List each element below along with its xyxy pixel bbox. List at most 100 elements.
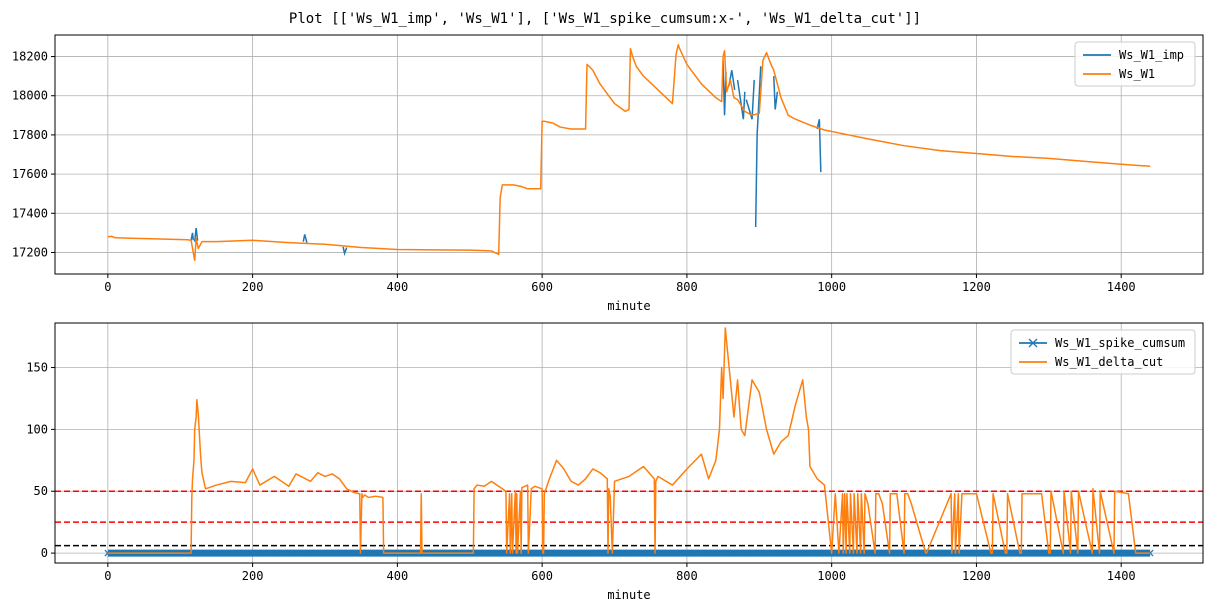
series-marker [983, 549, 991, 557]
x-tick-label: 0 [104, 280, 111, 294]
series-marker [866, 549, 874, 557]
x-tick-label: 1200 [962, 280, 991, 294]
series-marker [273, 549, 281, 557]
series-marker [254, 549, 262, 557]
series-marker [781, 549, 789, 557]
series-marker [332, 549, 340, 557]
y-tick-label: 100 [26, 422, 48, 436]
series-marker [345, 549, 353, 557]
series-marker [475, 549, 483, 557]
series-marker [671, 549, 679, 557]
series-marker [521, 549, 529, 557]
bottom-subplot: 0 200 400 600 800 1000 1200 1400 0 50 100 150 minute… [26, 322, 1204, 602]
series-marker [241, 549, 249, 557]
x-tick-label: 0 [104, 569, 111, 583]
series-marker [234, 549, 242, 557]
series-marker [892, 549, 900, 557]
series-marker [299, 549, 307, 557]
series-marker [573, 549, 581, 557]
series-marker [736, 549, 744, 557]
series-marker [495, 549, 503, 557]
y-tick-label: 17200 [12, 245, 48, 259]
legend-box [1010, 329, 1196, 375]
series-marker [306, 549, 314, 557]
series-marker [625, 549, 633, 557]
series-marker [619, 549, 626, 557]
series-marker [566, 549, 574, 557]
series-marker [697, 549, 705, 557]
legend-label: Ws_W1_delta_cut [1055, 355, 1163, 369]
series-marker [1081, 549, 1089, 557]
series-marker [664, 549, 672, 557]
axes-frame [54, 322, 1204, 564]
series-marker [632, 549, 639, 557]
series-marker [807, 549, 815, 557]
series-marker [964, 549, 972, 557]
series-marker [364, 549, 372, 557]
series-spike-Ws_W1_imp [193, 227, 199, 242]
series-marker [879, 549, 887, 557]
y-tick-label: 50 [34, 484, 48, 498]
series-marker [912, 549, 920, 557]
series-marker [338, 549, 346, 557]
x-axis-label: minute [607, 588, 650, 602]
series-marker [1022, 549, 1030, 557]
series-marker [325, 549, 333, 557]
series-marker [267, 549, 275, 557]
x-axis-label: minute [607, 299, 650, 313]
series-marker [293, 549, 301, 557]
y-tick-label: 0 [41, 546, 48, 560]
series-marker [1120, 549, 1128, 557]
series-marker [351, 549, 359, 557]
x-tick-label: 400 [387, 569, 409, 583]
x-tick-label: 200 [242, 280, 264, 294]
series-marker [996, 549, 1004, 557]
axes-frame [54, 34, 1204, 275]
series-spike-Ws_W1_imp [342, 246, 348, 257]
series-marker [534, 549, 542, 557]
series-spike-Ws_W1_imp [302, 234, 308, 243]
series-marker [1029, 549, 1037, 557]
plot-area [107, 44, 1151, 262]
x-tick-label: 1200 [962, 569, 991, 583]
series-marker [599, 549, 607, 557]
plot-area [104, 327, 1154, 557]
legend: Ws_W1_spike_cumsum Ws_W1_delta_cut [1010, 329, 1196, 375]
series-marker [794, 549, 802, 557]
series-marker [645, 549, 652, 557]
x-tick-label: 400 [387, 280, 409, 294]
series-marker [247, 549, 255, 557]
series-marker [586, 549, 594, 557]
series-marker [768, 549, 776, 557]
series-marker [905, 549, 913, 557]
series-marker [716, 549, 724, 557]
series-marker [312, 549, 320, 557]
series-marker [788, 549, 796, 557]
series-marker [918, 549, 926, 557]
x-tick-label: 800 [676, 280, 698, 294]
x-tick-label: 1400 [1107, 569, 1136, 583]
series-line-Ws_W1 [107, 44, 1151, 262]
top-subplot: 0 200 400 600 800 1000 1200 1400 17200 17400 17600… [12, 34, 1204, 313]
series-marker [1009, 549, 1017, 557]
series-spike-Ws_W1_imp [816, 119, 822, 173]
series-marker [658, 549, 665, 557]
x-tick-label: 600 [531, 280, 553, 294]
series-marker [215, 549, 223, 557]
series-marker [775, 549, 783, 557]
x-tick-label: 1000 [817, 569, 846, 583]
series-marker [638, 549, 646, 557]
series-marker [319, 549, 327, 557]
series-marker [228, 549, 236, 557]
series-marker [208, 549, 216, 557]
series-marker [755, 549, 763, 557]
series-marker [260, 549, 268, 557]
series-marker [482, 549, 490, 557]
x-tick-label: 600 [531, 569, 553, 583]
series-marker [938, 549, 946, 557]
legend-label: Ws_W1_imp [1119, 48, 1184, 62]
x-tick-label: 800 [676, 569, 698, 583]
series-marker [1055, 549, 1063, 557]
series-marker [1127, 549, 1135, 557]
series-marker [280, 549, 288, 557]
